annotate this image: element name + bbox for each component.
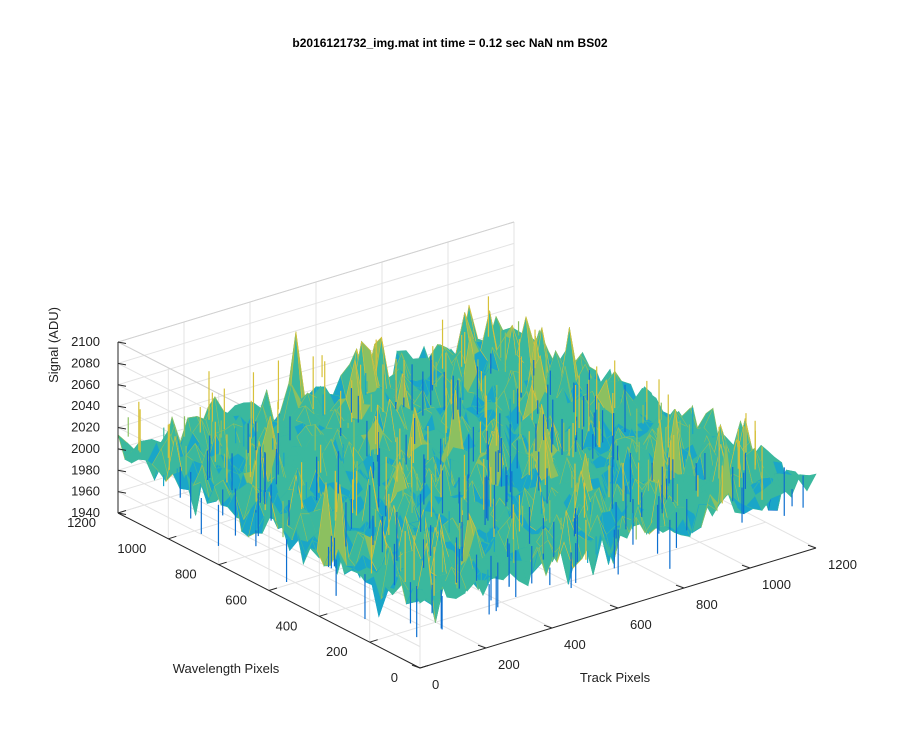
z-tick-label: 2020 xyxy=(71,420,100,435)
x-tick xyxy=(411,664,421,669)
x-tick-label: 0 xyxy=(432,677,439,692)
x-tick xyxy=(675,584,685,589)
z-tick-label: 1980 xyxy=(71,462,100,477)
y-tick-label: 0 xyxy=(391,670,398,685)
z-tick-label: 2040 xyxy=(71,398,100,413)
z-tick xyxy=(117,448,127,451)
z-tick xyxy=(117,469,127,473)
z-tick xyxy=(117,362,127,366)
surface-patch xyxy=(799,473,817,492)
y-tick xyxy=(168,535,177,540)
y-tick xyxy=(369,639,378,643)
z-tick-label: 1960 xyxy=(71,484,100,499)
x-tick xyxy=(543,624,553,629)
y-tick xyxy=(218,561,227,566)
box-edge xyxy=(117,221,515,343)
x-tick xyxy=(477,644,487,649)
y-tick-label: 200 xyxy=(326,644,348,659)
chart-title: b2016121732_img.mat int time = 0.12 sec … xyxy=(292,36,608,50)
x-tick xyxy=(807,544,817,549)
z-tick xyxy=(117,384,127,387)
x-tick xyxy=(741,564,751,569)
axes: 1940196019802000202020402060208021000200… xyxy=(67,334,857,692)
z-tick xyxy=(117,341,127,344)
z-tick-label: 2000 xyxy=(71,441,100,456)
y-axis-label: Wavelength Pixels xyxy=(173,661,280,676)
x-tick-label: 400 xyxy=(564,637,586,652)
z-tick-label: 2100 xyxy=(71,334,100,349)
z-axis-label: Signal (ADU) xyxy=(46,307,61,383)
y-tick-label: 600 xyxy=(225,593,247,608)
y-tick xyxy=(117,510,127,514)
z-tick xyxy=(117,491,127,494)
x-tick-label: 600 xyxy=(630,617,652,632)
y-tick-label: 1000 xyxy=(117,541,146,556)
x-tick-label: 1000 xyxy=(762,577,791,592)
x-axis-label: Track Pixels xyxy=(580,670,651,685)
z-tick xyxy=(117,427,127,430)
y-tick-label: 400 xyxy=(276,618,298,633)
y-tick-label: 800 xyxy=(175,567,197,582)
y-tick xyxy=(319,613,328,617)
z-tick-label: 1940 xyxy=(71,505,100,520)
x-tick-label: 800 xyxy=(696,597,718,612)
x-tick-label: 200 xyxy=(498,657,520,672)
y-tick-label: 1200 xyxy=(67,515,96,530)
surface xyxy=(117,296,817,638)
x-tick-label: 1200 xyxy=(828,557,857,572)
x-tick xyxy=(609,604,619,609)
z-tick xyxy=(117,405,127,409)
y-tick xyxy=(268,587,278,591)
z-tick-label: 2080 xyxy=(71,355,100,370)
z-tick-label: 2060 xyxy=(71,377,100,392)
